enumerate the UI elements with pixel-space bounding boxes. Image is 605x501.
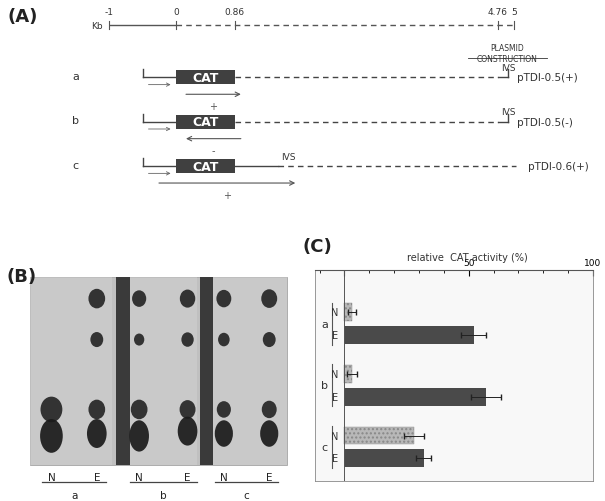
Text: E: E xyxy=(332,392,338,402)
Bar xyxy=(200,278,213,465)
Text: pTDI-0.5(+): pTDI-0.5(+) xyxy=(517,73,578,83)
Bar xyxy=(344,449,424,467)
Text: CAT: CAT xyxy=(192,160,218,173)
Ellipse shape xyxy=(41,397,62,422)
Bar xyxy=(177,71,235,85)
Text: a: a xyxy=(71,490,77,500)
Text: N: N xyxy=(48,472,55,482)
Ellipse shape xyxy=(131,400,148,419)
Text: N: N xyxy=(136,472,143,482)
Bar xyxy=(177,159,235,174)
Bar xyxy=(213,278,287,465)
Text: E: E xyxy=(266,472,272,482)
Text: c: c xyxy=(244,490,249,500)
Text: N: N xyxy=(331,369,338,379)
Text: IVS: IVS xyxy=(281,152,295,161)
Bar xyxy=(344,388,486,406)
Text: (C): (C) xyxy=(302,237,332,256)
Text: b: b xyxy=(160,490,166,500)
Ellipse shape xyxy=(40,419,63,453)
Ellipse shape xyxy=(217,290,231,308)
Text: E: E xyxy=(185,472,191,482)
Text: Kb: Kb xyxy=(91,22,103,31)
Text: E: E xyxy=(332,330,338,340)
Ellipse shape xyxy=(180,290,195,308)
Ellipse shape xyxy=(263,332,276,347)
Bar xyxy=(344,304,352,322)
Ellipse shape xyxy=(88,289,105,309)
Text: CAT: CAT xyxy=(192,116,218,129)
Text: E: E xyxy=(94,472,100,482)
Text: b: b xyxy=(72,116,79,126)
Text: PLASMID
CONSTRUCTION: PLASMID CONSTRUCTION xyxy=(477,44,538,64)
Bar xyxy=(116,278,130,465)
Text: relative  CAT activity (%): relative CAT activity (%) xyxy=(407,252,528,262)
Text: c: c xyxy=(321,442,327,452)
Ellipse shape xyxy=(260,420,278,447)
Ellipse shape xyxy=(87,419,106,448)
Text: 5: 5 xyxy=(511,8,517,17)
Ellipse shape xyxy=(129,420,149,452)
Text: pTDI-0.6(+): pTDI-0.6(+) xyxy=(528,162,589,172)
Bar xyxy=(130,278,197,465)
Text: pTDI-0.5(-): pTDI-0.5(-) xyxy=(517,117,573,127)
Ellipse shape xyxy=(215,420,233,447)
Ellipse shape xyxy=(261,290,277,308)
Text: IVS: IVS xyxy=(501,108,515,117)
Text: a: a xyxy=(72,72,79,82)
Text: a: a xyxy=(321,319,328,329)
Text: 0: 0 xyxy=(174,8,179,17)
Text: N: N xyxy=(331,308,338,318)
Ellipse shape xyxy=(178,417,197,446)
Text: 4.76: 4.76 xyxy=(488,8,508,17)
Text: N: N xyxy=(220,472,227,482)
Ellipse shape xyxy=(134,334,144,346)
Text: (A): (A) xyxy=(7,8,38,26)
Text: +: + xyxy=(223,190,231,200)
Ellipse shape xyxy=(88,400,105,419)
Bar xyxy=(344,326,474,344)
Ellipse shape xyxy=(217,401,231,418)
Text: IVS: IVS xyxy=(501,64,515,73)
Text: E: E xyxy=(332,453,338,463)
Bar xyxy=(30,278,287,465)
Text: (B): (B) xyxy=(6,268,36,286)
Text: +: + xyxy=(209,102,217,112)
Bar xyxy=(344,427,414,444)
Text: 0.86: 0.86 xyxy=(224,8,244,17)
Bar xyxy=(344,365,352,383)
Text: c: c xyxy=(73,160,79,170)
Ellipse shape xyxy=(90,332,103,347)
Text: CAT: CAT xyxy=(192,72,218,85)
Bar xyxy=(30,278,112,465)
Text: -1: -1 xyxy=(105,8,113,17)
Ellipse shape xyxy=(262,401,276,418)
Ellipse shape xyxy=(132,291,146,307)
Bar xyxy=(177,115,235,130)
Text: b: b xyxy=(321,380,328,390)
Ellipse shape xyxy=(182,333,194,347)
Ellipse shape xyxy=(180,400,195,419)
Text: -: - xyxy=(212,146,215,156)
Text: N: N xyxy=(331,431,338,440)
Ellipse shape xyxy=(218,333,230,347)
